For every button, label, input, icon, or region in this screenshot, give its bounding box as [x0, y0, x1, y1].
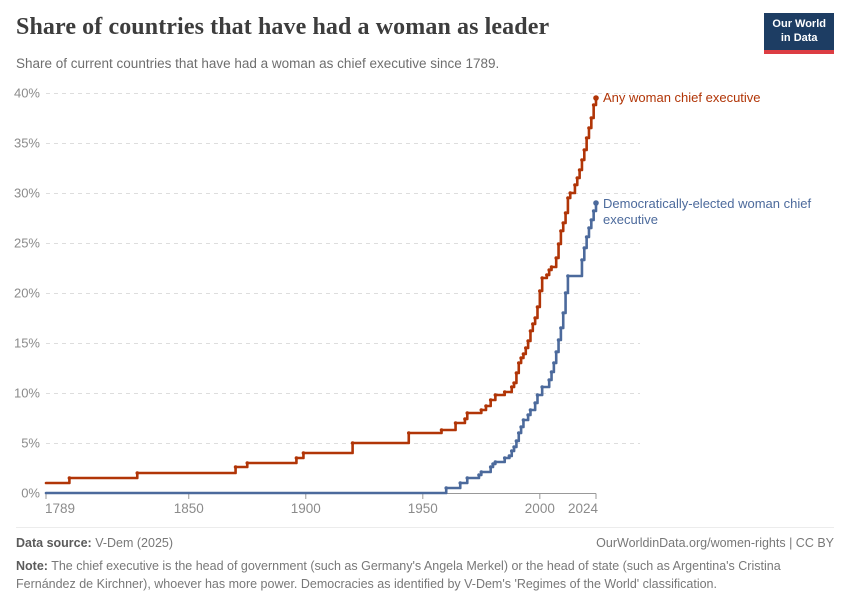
chart-footer: Data source: V-Dem (2025) OurWorldinData… [16, 527, 834, 593]
y-axis-tick-label: 10% [14, 386, 40, 401]
x-axis-tick-label: 1900 [291, 501, 321, 516]
x-axis-tick-label: 1789 [45, 501, 75, 516]
chart-subtitle: Share of current countries that have had… [16, 56, 500, 71]
y-axis-tick-label: 25% [14, 236, 40, 251]
chart-note-label: Note: [16, 559, 48, 573]
data-source-value: V-Dem (2025) [91, 536, 174, 550]
chart-note: Note: The chief executive is the head of… [16, 557, 834, 593]
x-axis-tick-label: 2024 [568, 501, 599, 516]
chart-note-text: The chief executive is the head of gover… [16, 559, 781, 592]
series-label-any-woman: Any woman chief executive [603, 90, 761, 105]
chart-plot-svg: 0% 5% 10% 15% 20% 25% 30% 35% 40% 1789 1850 1900 195… [14, 86, 640, 516]
x-axis-tick-label: 2000 [525, 501, 555, 516]
series-line-1 [44, 200, 599, 495]
owid-logo-line1: Our World [772, 18, 826, 30]
y-axis-tick-label: 35% [14, 136, 40, 151]
series-line-0 [44, 95, 599, 485]
series-end-marker-1 [593, 200, 599, 206]
owid-link[interactable]: OurWorldinData.org/women-rights | CC BY [596, 536, 834, 550]
y-axis-tick-label: 5% [21, 436, 40, 451]
series-label-democratically-elected: Democratically-elected woman chief execu… [603, 196, 812, 228]
y-axis-tick-label: 30% [14, 186, 40, 201]
x-axis-tick-label: 1950 [408, 501, 438, 516]
series-end-marker-0 [593, 95, 599, 101]
gridlines: 0% 5% 10% 15% 20% 25% 30% 35% 40% [14, 86, 640, 501]
y-axis-tick-label: 40% [14, 86, 40, 101]
y-axis-tick-label: 15% [14, 336, 40, 351]
y-axis-tick-label: 0% [21, 486, 40, 501]
owid-logo: Our World in Data [764, 13, 834, 54]
page-title: Share of countries that have had a woman… [16, 14, 550, 40]
x-axis-tick-label: 1850 [174, 501, 204, 516]
y-axis-tick-label: 20% [14, 286, 40, 301]
x-axis: 1789 1850 1900 1950 2000 2024 [45, 493, 599, 516]
owid-logo-line2: in Data [780, 31, 818, 44]
data-source-label: Data source: [16, 536, 92, 550]
data-source: Data source: V-Dem (2025) [16, 536, 173, 550]
